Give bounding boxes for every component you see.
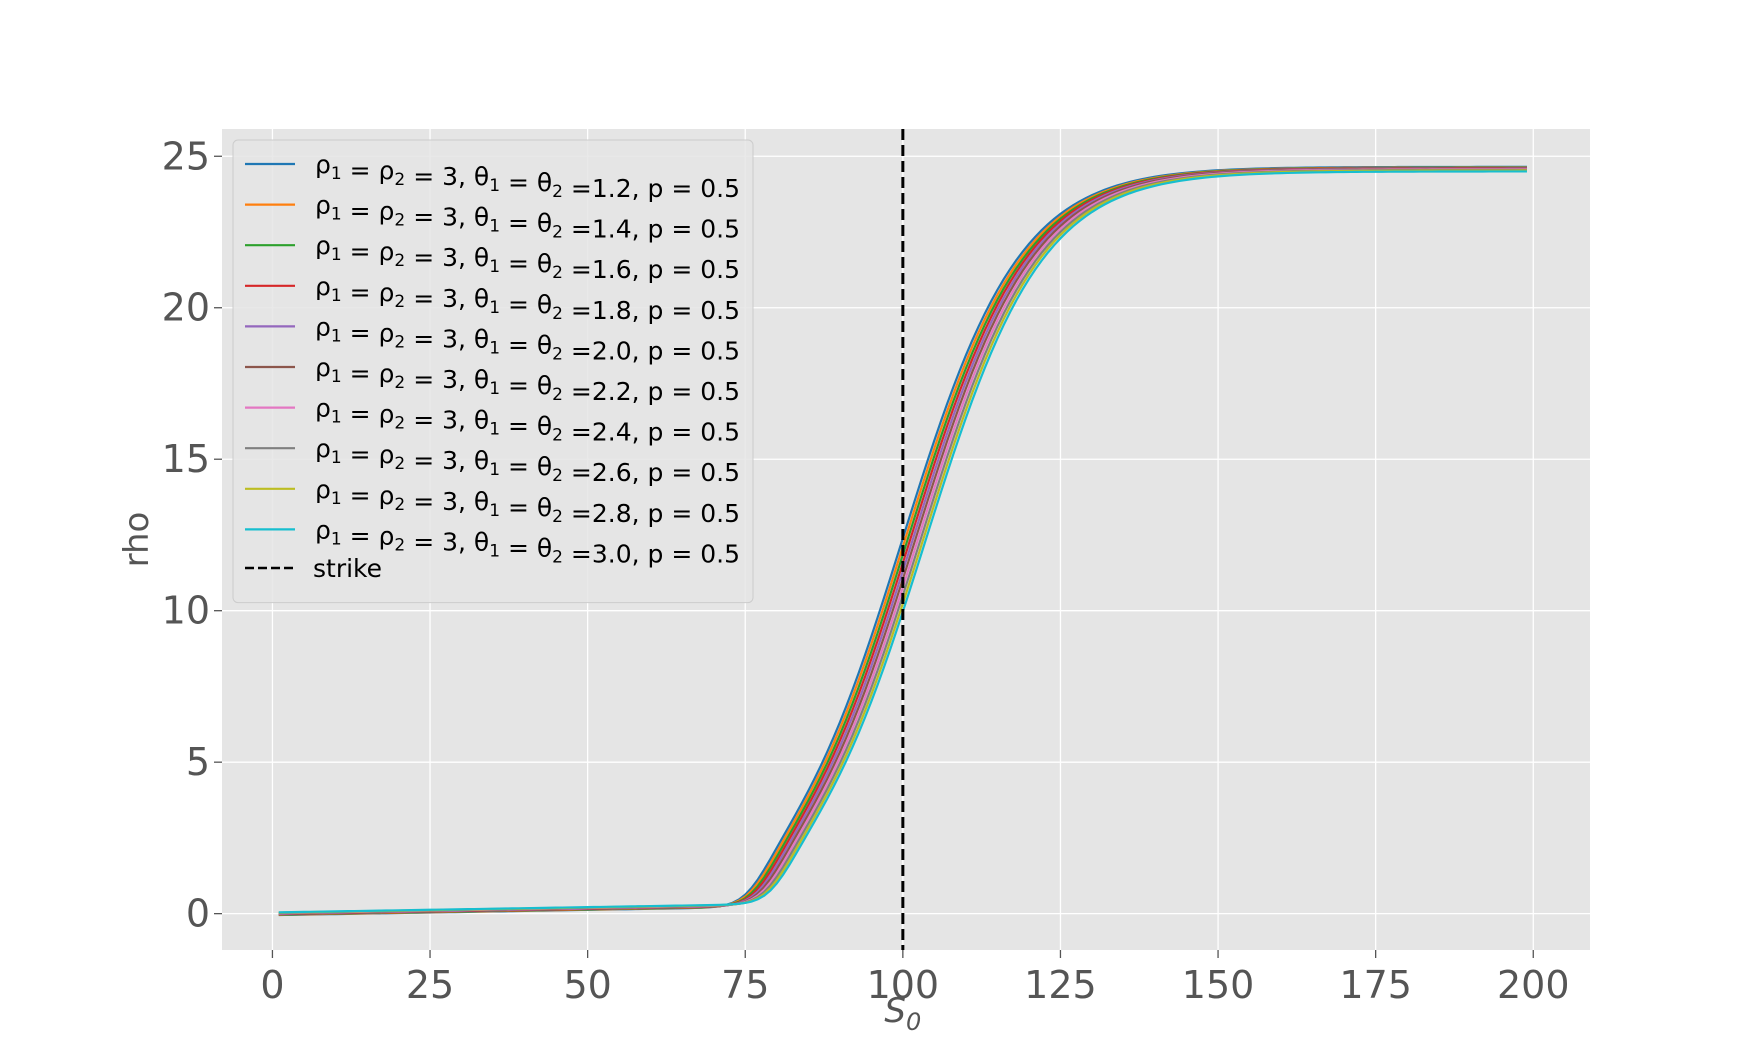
legend-entry: ρ1 = ρ2 = 3, θ1 = θ2 =1.6, p = 0.5 [315,231,740,284]
x-axis-label-subscript: 0 [906,1008,921,1036]
y-tick-label: 20 [162,286,210,330]
y-axis-label: rho [117,512,157,568]
legend-entry: ρ1 = ρ2 = 3, θ1 = θ2 =2.8, p = 0.5 [315,475,740,528]
legend-entry: ρ1 = ρ2 = 3, θ1 = θ2 =2.2, p = 0.5 [315,353,740,406]
y-tick-label: 25 [162,134,210,178]
legend-entry: ρ1 = ρ2 = 3, θ1 = θ2 =2.4, p = 0.5 [315,394,740,447]
y-tick-label: 15 [162,437,210,481]
x-tick-label: 75 [721,963,769,1007]
axis-labels: S0 rho [117,512,921,1036]
x-tick-label: 0 [260,963,284,1007]
legend-entry: ρ1 = ρ2 = 3, θ1 = θ2 =1.8, p = 0.5 [315,272,740,325]
x-tick-label: 100 [867,963,940,1007]
legend-box [232,139,754,604]
x-tick-label: 175 [1339,963,1412,1007]
x-axis-label: S0 [884,991,921,1036]
legend: ρ1 = ρ2 = 3, θ1 = θ2 =1.2, p = 0.5ρ1 = ρ… [232,139,754,604]
axis-ticks: 0 25 50 75 100 125 150 175 200 0 5 10 15 20 25 [162,134,1570,1007]
x-tick-label: 50 [563,963,611,1007]
y-tick-label: 5 [186,740,210,784]
x-tick-label: 25 [406,963,454,1007]
y-tick-label: 10 [162,589,210,633]
x-tick-label: 150 [1182,963,1255,1007]
legend-entry: ρ1 = ρ2 = 3, θ1 = θ2 =2.6, p = 0.5 [315,434,740,487]
legend-entry: ρ1 = ρ2 = 3, θ1 = θ2 =1.2, p = 0.5 [315,150,740,203]
x-tick-label: 125 [1024,963,1097,1007]
y-tick-label: 0 [186,892,210,936]
legend-entry: ρ1 = ρ2 = 3, θ1 = θ2 =3.0, p = 0.5 [315,515,740,568]
legend-entry: ρ1 = ρ2 = 3, θ1 = θ2 =1.4, p = 0.5 [315,191,740,244]
legend-entry-strike: strike [313,554,382,583]
legend-entry: ρ1 = ρ2 = 3, θ1 = θ2 =2.0, p = 0.5 [315,312,740,365]
x-tick-label: 200 [1497,963,1570,1007]
